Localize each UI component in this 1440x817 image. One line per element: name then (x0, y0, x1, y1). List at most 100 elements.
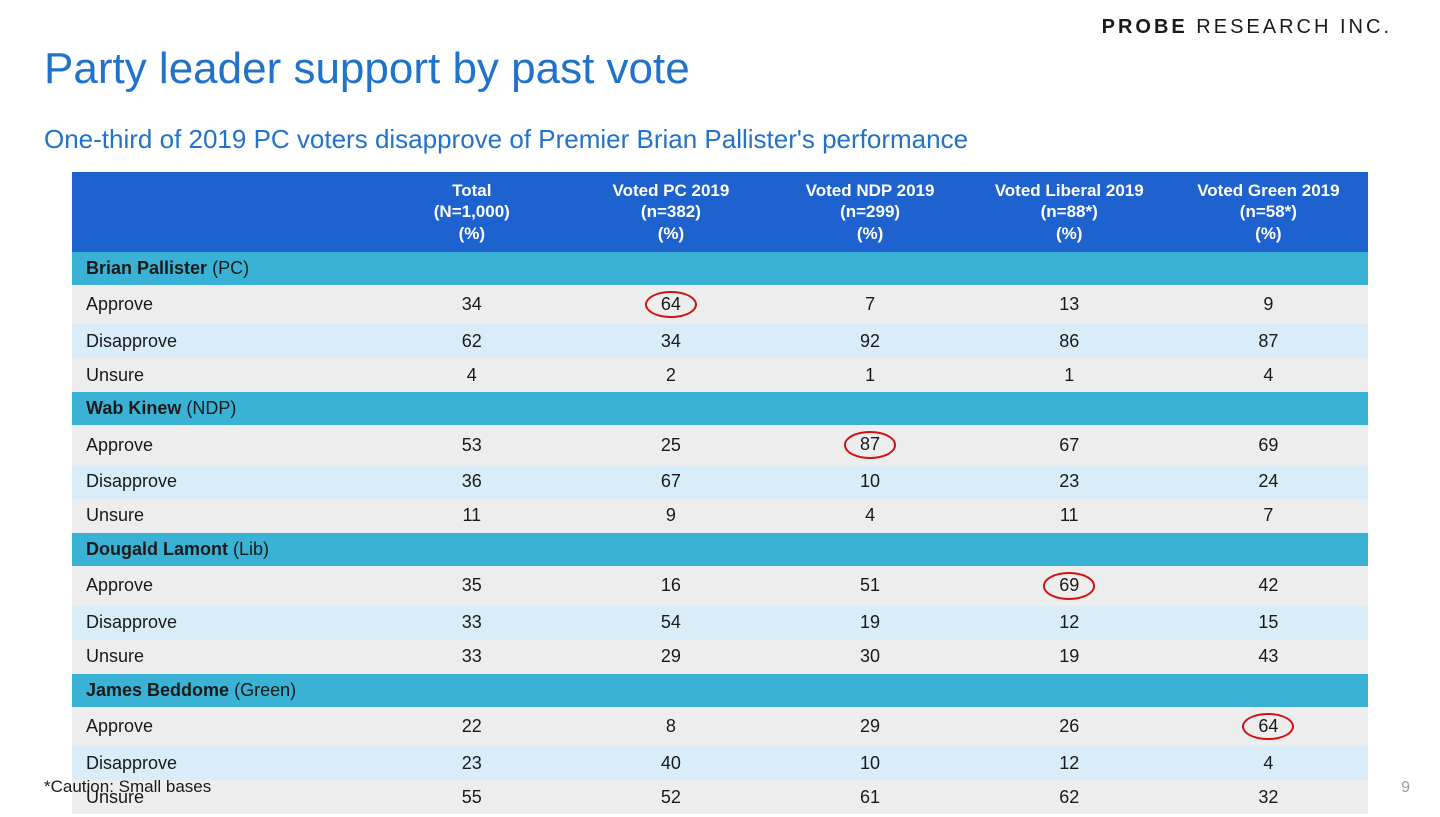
data-cell: 43 (1169, 640, 1368, 674)
data-cell: 25 (571, 425, 770, 465)
column-header-l2: (n=58*) (1175, 201, 1362, 222)
data-cell: 22 (372, 707, 571, 747)
leader-name: Wab Kinew (86, 398, 181, 418)
column-header-l3: (%) (976, 223, 1163, 244)
column-header: Voted NDP 2019(n=299)(%) (771, 172, 970, 252)
data-cell: 92 (771, 324, 970, 358)
data-cell: 42 (1169, 566, 1368, 606)
data-table-container: Total(N=1,000)(%)Voted PC 2019(n=382)(%)… (72, 172, 1368, 814)
data-cell: 29 (571, 640, 770, 674)
leader-party: (PC) (212, 258, 249, 278)
column-header: Total(N=1,000)(%) (372, 172, 571, 252)
data-cell: 9 (571, 499, 770, 533)
data-cell: 7 (1169, 499, 1368, 533)
data-cell: 86 (970, 324, 1169, 358)
table-row: Unsure3329301943 (72, 640, 1368, 674)
table-row: Approve34647139 (72, 285, 1368, 325)
row-label: Unsure (72, 499, 372, 533)
section-header-cell: James Beddome (Green) (72, 674, 1368, 707)
leader-party: (NDP) (186, 398, 236, 418)
page-title: Party leader support by past vote (44, 44, 690, 94)
column-header-l3: (%) (577, 223, 764, 244)
data-cell: 11 (372, 499, 571, 533)
section-header-row: Brian Pallister (PC) (72, 252, 1368, 285)
data-cell: 4 (372, 358, 571, 392)
data-cell: 53 (372, 425, 571, 465)
highlighted-value: 87 (844, 431, 896, 459)
column-header-l2: (n=88*) (976, 201, 1163, 222)
column-header-l2: (N=1,000) (378, 201, 565, 222)
data-cell: 19 (771, 606, 970, 640)
leader-name: James Beddome (86, 680, 229, 700)
leader-party: (Green) (234, 680, 296, 700)
row-label: Approve (72, 566, 372, 606)
column-header-l2: (n=299) (777, 201, 964, 222)
data-cell: 35 (372, 566, 571, 606)
data-cell: 1 (771, 358, 970, 392)
data-cell: 62 (970, 780, 1169, 814)
data-cell: 4 (1169, 358, 1368, 392)
data-cell: 36 (372, 465, 571, 499)
table-row: Approve228292664 (72, 707, 1368, 747)
data-cell: 29 (771, 707, 970, 747)
data-cell: 16 (571, 566, 770, 606)
data-cell: 55 (372, 780, 571, 814)
data-cell: 54 (571, 606, 770, 640)
data-cell: 33 (372, 640, 571, 674)
row-label: Approve (72, 425, 372, 465)
data-cell: 87 (771, 425, 970, 465)
data-cell: 69 (1169, 425, 1368, 465)
row-label: Disapprove (72, 324, 372, 358)
data-cell: 10 (771, 465, 970, 499)
column-header: Voted Liberal 2019(n=88*)(%) (970, 172, 1169, 252)
data-cell: 51 (771, 566, 970, 606)
data-cell: 23 (372, 746, 571, 780)
column-header: Voted Green 2019(n=58*)(%) (1169, 172, 1368, 252)
leader-party: (Lib) (233, 539, 269, 559)
section-header-cell: Wab Kinew (NDP) (72, 392, 1368, 425)
row-label: Approve (72, 285, 372, 325)
data-cell: 67 (571, 465, 770, 499)
data-cell: 8 (571, 707, 770, 747)
brand-part1: PROBE (1102, 16, 1188, 38)
data-cell: 64 (1169, 707, 1368, 747)
page-number: 9 (1401, 779, 1410, 797)
table-header: Total(N=1,000)(%)Voted PC 2019(n=382)(%)… (72, 172, 1368, 252)
data-cell: 52 (571, 780, 770, 814)
data-cell: 32 (1169, 780, 1368, 814)
data-cell: 87 (1169, 324, 1368, 358)
column-header-l1: Voted Green 2019 (1175, 180, 1362, 201)
data-cell: 1 (970, 358, 1169, 392)
data-cell: 24 (1169, 465, 1368, 499)
row-label: Approve (72, 707, 372, 747)
column-header-l3: (%) (777, 223, 964, 244)
data-cell: 67 (970, 425, 1169, 465)
column-header-l3: (%) (378, 223, 565, 244)
highlighted-value: 64 (645, 291, 697, 319)
data-cell: 69 (970, 566, 1169, 606)
brand-part2: RESEARCH INC. (1188, 16, 1392, 38)
data-table: Total(N=1,000)(%)Voted PC 2019(n=382)(%)… (72, 172, 1368, 814)
table-row: Disapprove3667102324 (72, 465, 1368, 499)
row-label: Disapprove (72, 746, 372, 780)
data-cell: 34 (372, 285, 571, 325)
data-cell: 10 (771, 746, 970, 780)
table-row: Unsure1194117 (72, 499, 1368, 533)
data-cell: 15 (1169, 606, 1368, 640)
data-cell: 19 (970, 640, 1169, 674)
row-label: Unsure (72, 358, 372, 392)
table-row: Disapprove234010124 (72, 746, 1368, 780)
data-cell: 13 (970, 285, 1169, 325)
highlighted-value: 69 (1043, 572, 1095, 600)
column-header-l1: Voted Liberal 2019 (976, 180, 1163, 201)
data-cell: 4 (1169, 746, 1368, 780)
section-header-row: James Beddome (Green) (72, 674, 1368, 707)
section-header-cell: Brian Pallister (PC) (72, 252, 1368, 285)
data-cell: 2 (571, 358, 770, 392)
data-cell: 12 (970, 606, 1169, 640)
brand-logo: PROBE RESEARCH INC. (1102, 16, 1392, 39)
table-row: Disapprove3354191215 (72, 606, 1368, 640)
section-header-cell: Dougald Lamont (Lib) (72, 533, 1368, 566)
column-header: Voted PC 2019(n=382)(%) (571, 172, 770, 252)
data-cell: 61 (771, 780, 970, 814)
